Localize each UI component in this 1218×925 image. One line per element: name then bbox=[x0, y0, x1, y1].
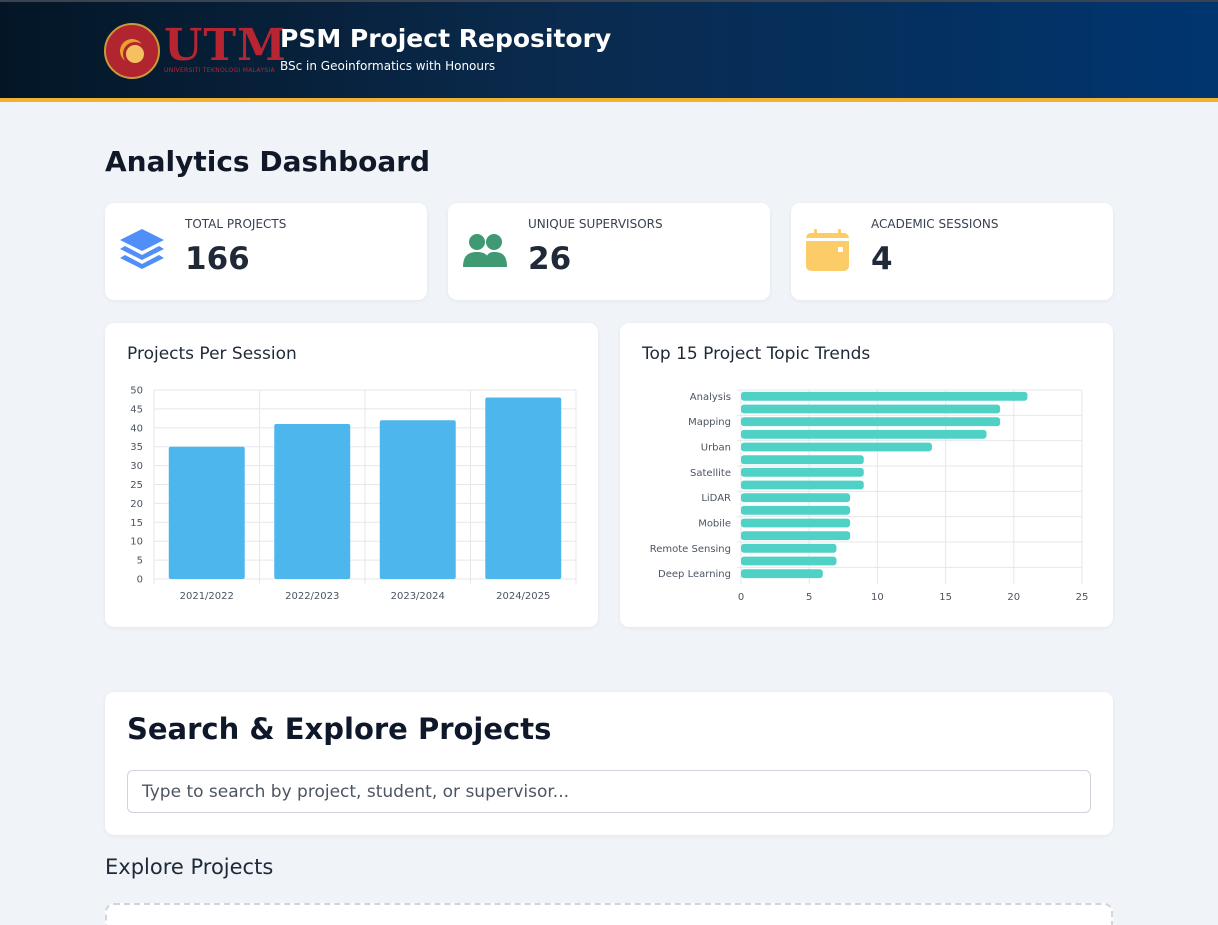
topic-bar bbox=[741, 505, 851, 515]
topic-bar bbox=[741, 429, 987, 439]
y-tick-label: 25 bbox=[130, 480, 143, 491]
layers-icon bbox=[120, 229, 164, 269]
stat-card-unique-supervisors: UNIQUE SUPERVISORS 26 bbox=[448, 203, 770, 300]
bar-2024-2025 bbox=[485, 397, 562, 579]
stat-value: 4 bbox=[871, 241, 893, 277]
topic-bar bbox=[741, 455, 864, 465]
x-tick-label: 2024/2025 bbox=[496, 591, 550, 602]
y-tick-label: Remote Sensing bbox=[650, 544, 731, 555]
y-tick-label: 20 bbox=[130, 499, 143, 510]
topic-bar bbox=[741, 531, 851, 541]
y-tick-label: 45 bbox=[130, 404, 143, 415]
stat-value: 166 bbox=[185, 241, 250, 277]
bar-2023-2024 bbox=[379, 420, 456, 579]
chart-card-topic-trends: Top 15 Project Topic Trends 0 5 10 15 20 25 An… bbox=[620, 323, 1113, 627]
projects-per-session-chart: 0 5 10 15 20 25 30 35 40 45 50 2021/2022 2022/2023 20… bbox=[130, 386, 577, 602]
bar-2021-2022 bbox=[168, 446, 245, 579]
bar-2022-2023 bbox=[274, 424, 351, 579]
stat-value: 26 bbox=[528, 241, 572, 277]
site-header: UTM UNIVERSITI TEKNOLOGI MALAYSIA PSM Pr… bbox=[0, 0, 1218, 102]
topic-bar bbox=[741, 404, 1001, 414]
topic-bar bbox=[741, 467, 864, 477]
topic-trends-chart: 0 5 10 15 20 25 Analysis Mapping Urban Satellite L… bbox=[650, 389, 1089, 603]
x-tick-label: 2021/2022 bbox=[180, 591, 234, 602]
y-tick-label: 50 bbox=[130, 386, 143, 397]
x-tick-label: 15 bbox=[939, 592, 952, 603]
search-section: Search & Explore Projects bbox=[105, 692, 1113, 835]
y-tick-label: 35 bbox=[130, 442, 143, 453]
y-tick-label: 40 bbox=[130, 423, 143, 434]
y-tick-label: Urban bbox=[701, 443, 731, 454]
search-title: Search & Explore Projects bbox=[127, 712, 552, 746]
topic-bar bbox=[741, 417, 1001, 427]
stat-label: TOTAL PROJECTS bbox=[185, 217, 287, 231]
topic-bar bbox=[741, 543, 837, 553]
y-tick-label: Mapping bbox=[688, 417, 731, 428]
calendar-icon bbox=[806, 229, 849, 271]
search-input[interactable] bbox=[127, 770, 1091, 813]
stat-card-academic-sessions: ACADEMIC SESSIONS 4 bbox=[791, 203, 1113, 300]
site-subtitle: BSc in Geoinformatics with Honours bbox=[280, 59, 496, 73]
x-tick-label: 0 bbox=[738, 592, 744, 603]
stat-label: UNIQUE SUPERVISORS bbox=[528, 217, 663, 231]
x-tick-label: 25 bbox=[1076, 592, 1089, 603]
topic-bar bbox=[741, 493, 851, 503]
y-tick-label: Deep Learning bbox=[658, 569, 731, 580]
x-tick-label: 2022/2023 bbox=[285, 591, 339, 602]
y-tick-label: 15 bbox=[130, 518, 143, 529]
logo-subtext: UNIVERSITI TEKNOLOGI MALAYSIA bbox=[164, 67, 275, 74]
y-tick-label: Satellite bbox=[690, 468, 731, 479]
utm-seal-icon bbox=[104, 23, 160, 79]
explore-projects-container bbox=[105, 903, 1113, 925]
topic-bar bbox=[741, 442, 932, 452]
users-icon bbox=[463, 234, 507, 267]
chart-title: Top 15 Project Topic Trends bbox=[642, 344, 871, 364]
y-tick-label: 30 bbox=[130, 461, 143, 472]
stat-label: ACADEMIC SESSIONS bbox=[871, 217, 999, 231]
logo-text: UTM bbox=[164, 20, 287, 71]
chart-title: Projects Per Session bbox=[127, 344, 297, 364]
x-tick-label: 10 bbox=[871, 592, 884, 603]
y-tick-label: 0 bbox=[137, 575, 143, 586]
chart-card-projects-per-session: Projects Per Session 0 5 10 15 20 25 30 35 40 45 5… bbox=[105, 323, 598, 627]
explore-title: Explore Projects bbox=[105, 855, 274, 879]
topic-bar bbox=[741, 480, 864, 490]
site-title: PSM Project Repository bbox=[280, 24, 612, 53]
y-tick-label: Analysis bbox=[690, 392, 731, 403]
x-tick-label: 5 bbox=[806, 592, 812, 603]
topic-bar bbox=[741, 391, 1028, 401]
stat-card-total-projects: TOTAL PROJECTS 166 bbox=[105, 203, 427, 300]
y-tick-label: 10 bbox=[130, 537, 143, 548]
y-tick-label: Mobile bbox=[698, 519, 731, 530]
topic-bar bbox=[741, 518, 851, 528]
page-title: Analytics Dashboard bbox=[105, 145, 431, 178]
topic-bar bbox=[741, 569, 823, 579]
y-tick-label: LiDAR bbox=[701, 493, 731, 504]
x-tick-label: 2023/2024 bbox=[391, 591, 445, 602]
x-tick-label: 20 bbox=[1007, 592, 1020, 603]
y-tick-label: 5 bbox=[137, 556, 143, 567]
utm-logo[interactable]: UTM UNIVERSITI TEKNOLOGI MALAYSIA bbox=[104, 22, 286, 80]
topic-bar bbox=[741, 556, 837, 566]
